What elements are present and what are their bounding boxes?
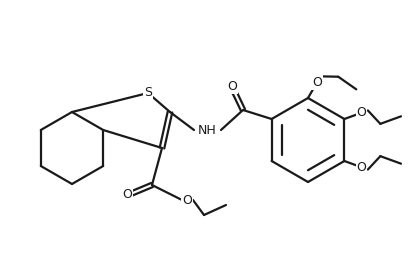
Text: O: O	[122, 188, 132, 202]
Text: S: S	[144, 85, 152, 98]
Text: O: O	[182, 193, 192, 206]
Text: NH: NH	[198, 123, 217, 137]
Text: O: O	[227, 81, 237, 94]
Text: O: O	[357, 106, 366, 119]
Text: O: O	[312, 76, 322, 89]
Text: O: O	[357, 161, 366, 174]
